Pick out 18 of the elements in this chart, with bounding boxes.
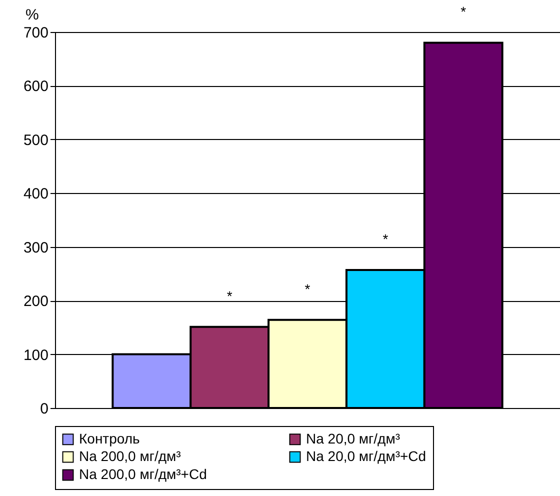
data-label: * <box>226 288 233 304</box>
data-label: * <box>382 230 389 247</box>
y-tick-label: 100 <box>23 346 48 364</box>
data-label: * <box>460 4 467 20</box>
legend-label: Контроль <box>79 430 140 446</box>
y-tick-label: 400 <box>23 186 48 203</box>
legend-label: Na 200,0 мг/дм³+Cd <box>79 466 207 482</box>
y-tick-label: 700 <box>23 24 48 42</box>
legend-label: Na 20,0 мг/дм³+Cd <box>306 448 426 464</box>
y-tick-label: 500 <box>23 132 48 149</box>
y-axis-title: % <box>26 6 39 24</box>
y-tick-label: 600 <box>23 78 48 96</box>
legend-label: Na 200,0 мг/дм³ <box>79 448 182 464</box>
y-tick-label: 0 <box>40 400 48 418</box>
y-tick-label: 200 <box>23 293 48 310</box>
legend-label: Na 20,0 мг/дм³ <box>306 430 400 446</box>
data-label: * <box>304 280 311 297</box>
y-tick-label: 300 <box>23 239 48 256</box>
